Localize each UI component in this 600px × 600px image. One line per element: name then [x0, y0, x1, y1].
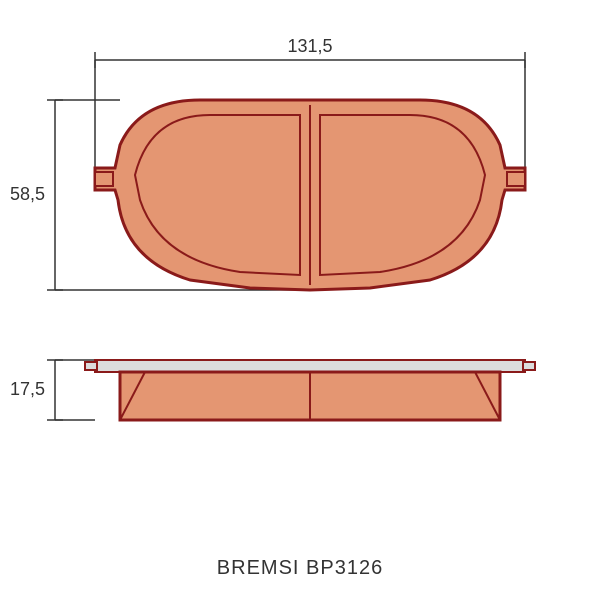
part-number: BP3126 [306, 557, 383, 579]
technical-diagram: 131,5 58,5 17,5 [0, 0, 600, 520]
height-label: 58,5 [10, 184, 45, 204]
width-label: 131,5 [287, 36, 332, 56]
thickness-label: 17,5 [10, 379, 45, 399]
brand-label: BREMSI [217, 557, 300, 579]
thickness-dimension: 17,5 [10, 360, 95, 420]
brake-pad-front-view [95, 100, 525, 290]
part-caption: BREMSI BP3126 [0, 557, 600, 580]
brake-pad-side-view [85, 360, 535, 420]
